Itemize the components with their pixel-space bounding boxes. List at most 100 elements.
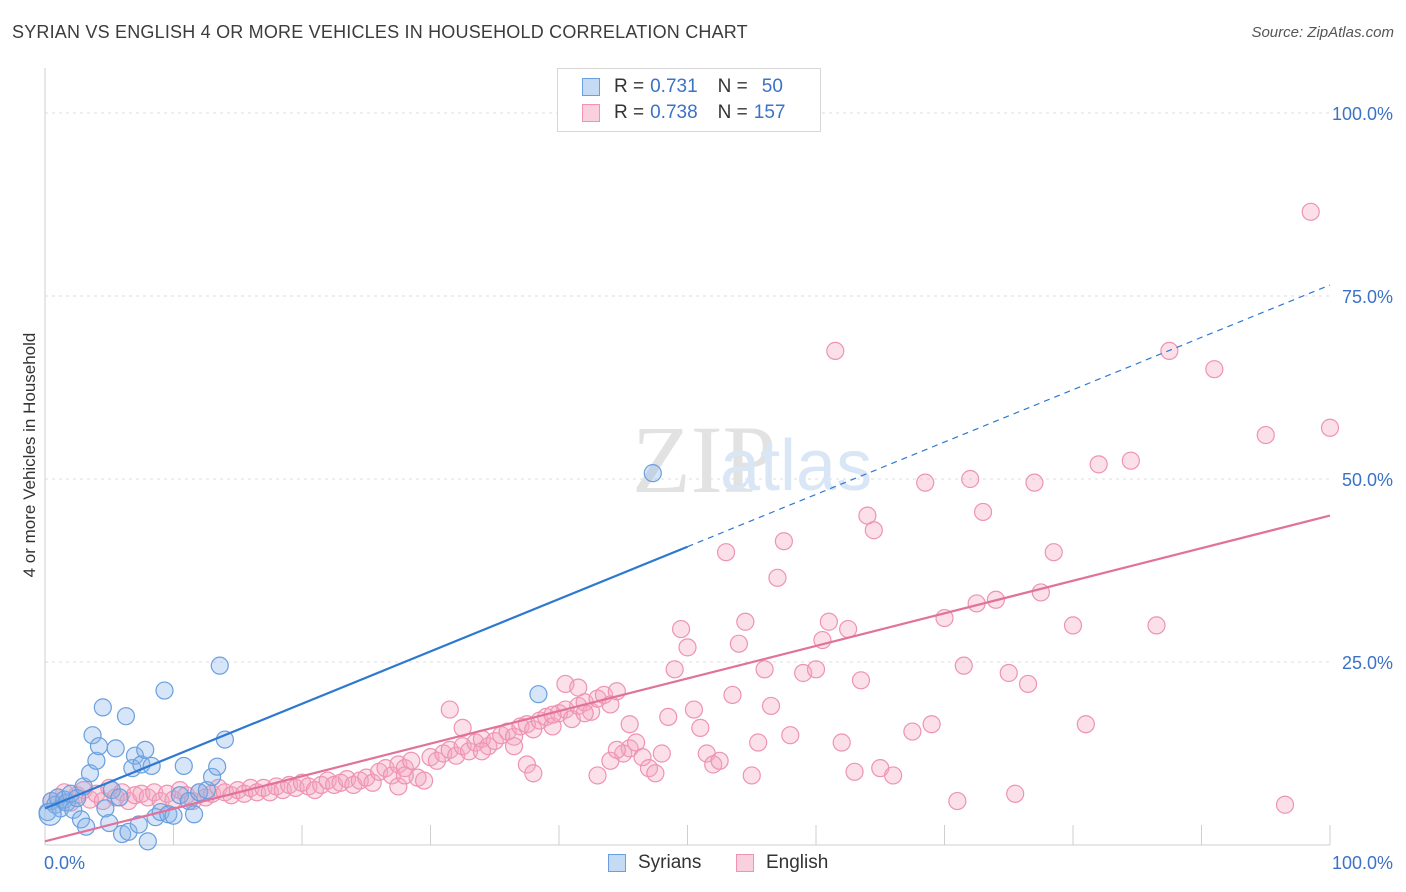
english-point — [819, 612, 838, 631]
legend-item-syrians: Syrians — [608, 852, 701, 874]
legend-n-label: N = — [717, 102, 748, 123]
english-point — [845, 762, 864, 781]
english-point — [1147, 616, 1166, 635]
english-point — [652, 744, 671, 763]
english-point — [961, 469, 980, 489]
english-point — [1320, 418, 1340, 437]
syrian-point — [129, 815, 148, 834]
syrian-point — [93, 698, 112, 717]
english-point — [1018, 674, 1038, 694]
syrian-points — [38, 464, 662, 851]
source-label: Source: ZipAtlas.com — [1251, 24, 1394, 41]
english-point — [588, 766, 607, 785]
watermark-atlas: atlas — [720, 426, 872, 506]
english-point — [504, 727, 524, 746]
english-point — [691, 718, 710, 737]
syrian-point — [202, 767, 222, 787]
syrian-point — [106, 739, 125, 758]
english-point — [1205, 360, 1224, 379]
axes — [44, 68, 1330, 846]
watermark: ZIP atlas — [632, 406, 872, 513]
legend-swatch-english — [582, 104, 600, 122]
english-point — [916, 473, 935, 492]
y-tick-label: 25.0% — [1342, 653, 1393, 673]
legend-item-english: English — [736, 852, 828, 874]
english-point — [575, 704, 594, 723]
english-point — [524, 764, 543, 783]
english-point — [710, 751, 729, 770]
english-point — [620, 715, 639, 734]
english-point — [1301, 202, 1320, 221]
syrian-point — [83, 726, 102, 745]
english-point — [742, 766, 761, 785]
english-point — [864, 521, 883, 540]
english-point — [851, 671, 871, 690]
english-point — [922, 715, 941, 734]
english-point — [684, 700, 704, 719]
english-point — [1256, 425, 1275, 445]
syrian-point — [110, 788, 129, 807]
english-point — [973, 502, 993, 522]
tick-labels: 25.0% 50.0% 75.0% 100.0% 0.0% 100.0% — [44, 104, 1393, 873]
english-point — [832, 733, 851, 752]
english-point — [761, 696, 781, 716]
legend-r-label: R = — [614, 76, 645, 97]
syrian-point — [174, 756, 193, 776]
english-point — [948, 791, 967, 811]
y-tick-label: 50.0% — [1342, 470, 1393, 490]
english-point — [646, 764, 665, 783]
legend-r-value: 0.738 — [650, 102, 698, 123]
english-point — [659, 707, 678, 727]
syrian-point — [136, 740, 155, 759]
syrian-point — [138, 832, 157, 851]
syrian-point — [164, 806, 183, 825]
syrian-point — [116, 707, 136, 726]
english-point — [1089, 455, 1108, 474]
english-point — [883, 766, 903, 785]
syrian-point — [208, 757, 227, 776]
legend-n-label: N = — [717, 76, 748, 97]
syrian-point — [210, 656, 229, 675]
english-point — [729, 634, 749, 653]
x-tick-label-max: 100.0% — [1332, 853, 1393, 873]
english-point — [504, 737, 524, 756]
legend-label-english: English — [766, 852, 829, 873]
correlation-legend: R = 0.731 N = 50 R = 0.738 N = 157 — [557, 68, 821, 132]
english-point — [395, 759, 414, 778]
english-point — [1063, 616, 1083, 635]
english-point — [440, 700, 459, 719]
legend-n-value: 50 — [761, 76, 783, 97]
syrian-point — [64, 800, 83, 819]
gridlines — [45, 112, 1331, 845]
english-point — [723, 685, 742, 705]
english-point — [633, 748, 652, 767]
english-point — [806, 660, 826, 679]
english-point — [999, 663, 1018, 683]
watermark-zip: ZIP — [632, 406, 776, 513]
english-point — [665, 660, 684, 679]
syrian-trend-extension — [687, 284, 1331, 548]
english-point — [569, 678, 588, 697]
series-legend: Syrians English — [0, 852, 1406, 878]
english-point — [363, 773, 382, 792]
syrian-point — [643, 464, 662, 483]
y-tick-label: 75.0% — [1342, 287, 1393, 307]
english-point — [1076, 715, 1095, 734]
legend-label-syrians: Syrians — [638, 852, 702, 873]
chart-title: SYRIAN VS ENGLISH 4 OR MORE VEHICLES IN … — [12, 22, 748, 42]
syrian-point — [89, 737, 109, 756]
english-point — [954, 656, 973, 675]
english-point — [749, 733, 768, 752]
english-point — [607, 740, 626, 759]
english-point — [472, 742, 491, 761]
syrian-point — [87, 751, 106, 770]
english-point — [716, 543, 736, 562]
english-point — [395, 766, 414, 785]
syrian-point — [119, 822, 138, 841]
legend-r-label: R = — [614, 102, 645, 123]
english-point — [768, 568, 787, 587]
english-trend-line — [44, 514, 1331, 843]
syrian-trend-line — [44, 545, 688, 810]
syrian-point — [529, 685, 548, 704]
